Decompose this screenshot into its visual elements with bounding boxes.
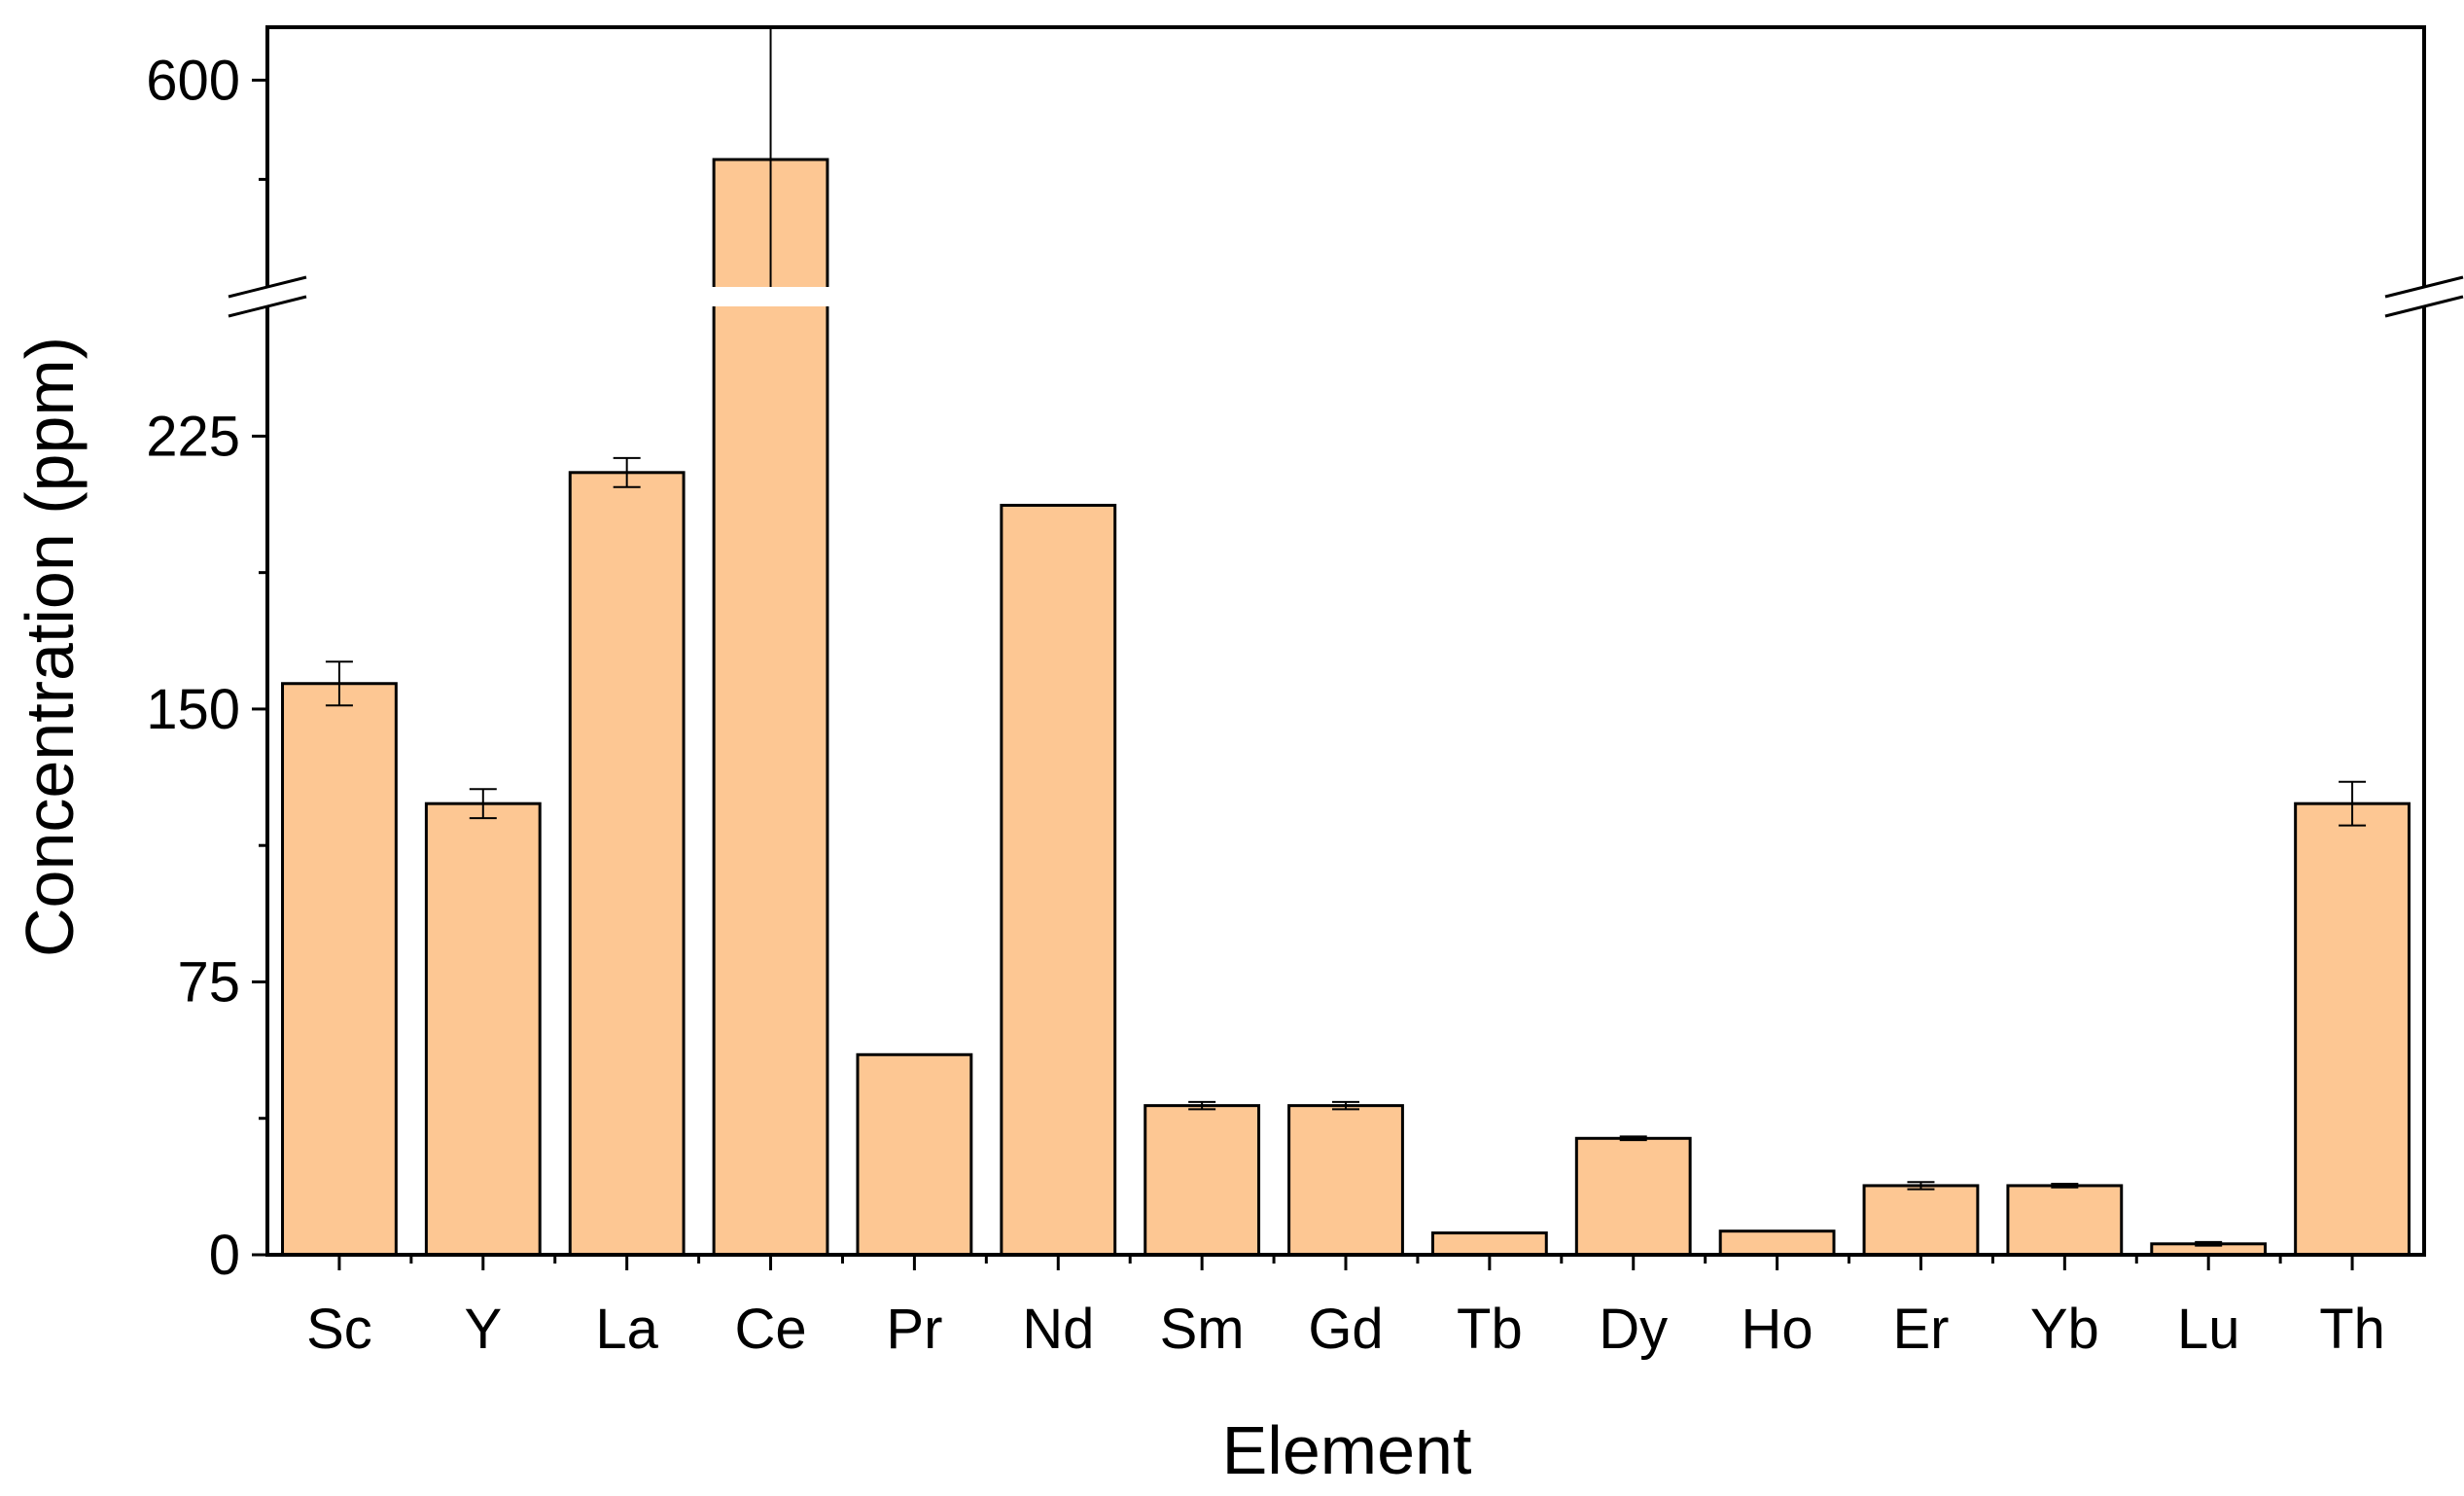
x-tick-label-Pr: Pr bbox=[886, 1298, 942, 1361]
bar-Pr bbox=[856, 1052, 973, 1257]
bar-Dy bbox=[1574, 1136, 1692, 1257]
error-bar-Sm bbox=[1188, 1100, 1216, 1111]
bar-Yb bbox=[2006, 1184, 2124, 1257]
y-tick-label-75: 75 bbox=[177, 950, 240, 1014]
x-tick-label-Tb: Tb bbox=[1457, 1298, 1523, 1361]
bar-Y bbox=[424, 801, 542, 1257]
x-tick-label-Sm: Sm bbox=[1160, 1298, 1245, 1361]
bar-Th bbox=[2294, 801, 2411, 1257]
error-bar-Sc bbox=[325, 660, 353, 707]
ticks-layer: Sc Y La Ce Pr Nd Sm Gd Tb Dy Ho Er Yb Lu Th 0 75 150 225 60… bbox=[146, 49, 2385, 1361]
error-bar-La bbox=[613, 456, 641, 488]
bar-Ce bbox=[712, 158, 829, 1257]
error-bar-Dy bbox=[1619, 1135, 1647, 1142]
error-bar-Gd bbox=[1332, 1100, 1359, 1111]
y-tick-label-225: 225 bbox=[146, 405, 240, 468]
x-tick-label-Y: Y bbox=[464, 1298, 502, 1361]
x-tick-label-Sc: Sc bbox=[306, 1298, 372, 1361]
error-bar-Th bbox=[2339, 780, 2367, 827]
x-axis-title: Element bbox=[1222, 1412, 1472, 1488]
bar-Ho bbox=[1718, 1229, 1836, 1257]
bar-Sm bbox=[1144, 1104, 1261, 1257]
bar-Tb bbox=[1430, 1231, 1548, 1257]
y-tick-label-0: 0 bbox=[209, 1224, 240, 1287]
axis-break-layer bbox=[228, 275, 2464, 318]
y-tick-label-600: 600 bbox=[146, 49, 240, 112]
error-bar-Y bbox=[469, 788, 497, 820]
axis-break-gap bbox=[265, 287, 2426, 306]
bar-Sc bbox=[281, 682, 398, 1257]
x-tick-label-Nd: Nd bbox=[1022, 1298, 1094, 1361]
x-tick-label-La: La bbox=[595, 1298, 658, 1361]
error-bar-Lu bbox=[2195, 1240, 2223, 1247]
y-axis-title: Concentration (ppm) bbox=[12, 337, 88, 957]
bar-Nd bbox=[1000, 503, 1117, 1257]
x-tick-label-Dy: Dy bbox=[1599, 1298, 1668, 1361]
x-tick-label-Gd: Gd bbox=[1308, 1298, 1383, 1361]
axis-break-slash-left-1 bbox=[228, 295, 307, 318]
bars-layer bbox=[281, 158, 2411, 1257]
bar-Er bbox=[1862, 1184, 1980, 1257]
y-tick-label-150: 150 bbox=[146, 678, 240, 741]
x-tick-label-Th: Th bbox=[2319, 1298, 2385, 1361]
bar-La bbox=[568, 471, 686, 1257]
x-tick-label-Er: Er bbox=[1892, 1298, 1949, 1361]
x-tick-label-Ce: Ce bbox=[734, 1298, 806, 1361]
axis-break-slash-right-0 bbox=[2384, 275, 2464, 299]
bar-Gd bbox=[1287, 1104, 1404, 1257]
x-tick-label-Ho: Ho bbox=[1742, 1298, 1813, 1361]
x-tick-label-Yb: Yb bbox=[2030, 1298, 2099, 1361]
error-bar-Er bbox=[1907, 1181, 1935, 1191]
axis-break-slash-right-1 bbox=[2384, 295, 2464, 318]
x-tick-label-Lu: Lu bbox=[2177, 1298, 2240, 1361]
axis-break-slash-left-0 bbox=[228, 275, 307, 299]
error-bar-Yb bbox=[2051, 1183, 2079, 1189]
